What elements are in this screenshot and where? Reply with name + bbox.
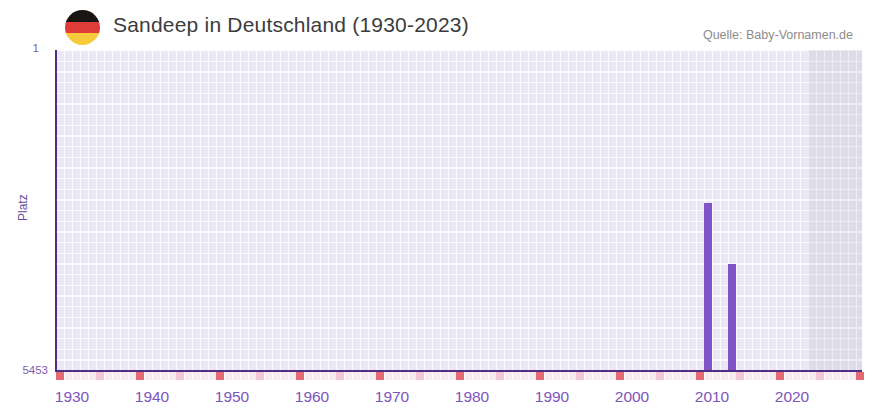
source-attribution: Quelle: Baby-Vornamen.de bbox=[703, 28, 853, 42]
timeline-minor-mark bbox=[416, 372, 423, 380]
x-tick-1990: 1990 bbox=[535, 388, 569, 406]
timeline-minor-mark bbox=[336, 372, 343, 380]
timeline-minor-mark bbox=[256, 372, 263, 380]
timeline-major-mark bbox=[136, 372, 143, 380]
germany-flag-icon bbox=[65, 10, 100, 45]
timeline-major-mark bbox=[856, 372, 863, 380]
x-tick-2020: 2020 bbox=[775, 388, 809, 406]
x-tick-1930: 1930 bbox=[55, 388, 89, 406]
timeline-major-mark bbox=[536, 372, 543, 380]
future-years-shade bbox=[808, 50, 862, 370]
x-tick-2000: 2000 bbox=[615, 388, 649, 406]
plot-area bbox=[56, 50, 862, 370]
x-tick-1960: 1960 bbox=[295, 388, 329, 406]
timeline-major-mark bbox=[776, 372, 783, 380]
timeline-minor-mark bbox=[176, 372, 183, 380]
rank-bar-2010 bbox=[704, 203, 712, 370]
y-axis-top-label: 1 bbox=[0, 42, 39, 54]
timeline-minor-mark bbox=[656, 372, 663, 380]
rank-bar-2013 bbox=[728, 264, 736, 370]
x-tick-1940: 1940 bbox=[135, 388, 169, 406]
x-axis-labels: 1930 1940 1950 1960 1970 1980 1990 2000 2010 2020 bbox=[0, 388, 873, 408]
x-tick-1950: 1950 bbox=[215, 388, 249, 406]
x-tick-2010: 2010 bbox=[695, 388, 729, 406]
timeline-major-mark bbox=[616, 372, 623, 380]
timeline-minor-mark bbox=[816, 372, 823, 380]
timeline-minor-mark bbox=[496, 372, 503, 380]
timeline-major-mark bbox=[456, 372, 463, 380]
timeline-major-mark bbox=[56, 372, 63, 380]
y-axis-title: Platz bbox=[16, 194, 30, 221]
timeline-major-mark bbox=[376, 372, 383, 380]
x-tick-1980: 1980 bbox=[455, 388, 489, 406]
timeline-major-mark bbox=[216, 372, 223, 380]
chart-title: Sandeep in Deutschland (1930-2023) bbox=[113, 13, 469, 37]
timeline-minor-mark bbox=[736, 372, 743, 380]
timeline-minor-mark bbox=[96, 372, 103, 380]
timeline-major-mark bbox=[296, 372, 303, 380]
timeline-major-mark bbox=[696, 372, 703, 380]
y-axis-bottom-label: 5453 bbox=[8, 364, 48, 376]
chart-page: Sandeep in Deutschland (1930-2023) Quell… bbox=[0, 0, 873, 412]
x-tick-1970: 1970 bbox=[375, 388, 409, 406]
timeline-strip bbox=[56, 372, 862, 380]
y-axis-line bbox=[55, 50, 57, 371]
timeline-minor-mark bbox=[576, 372, 583, 380]
